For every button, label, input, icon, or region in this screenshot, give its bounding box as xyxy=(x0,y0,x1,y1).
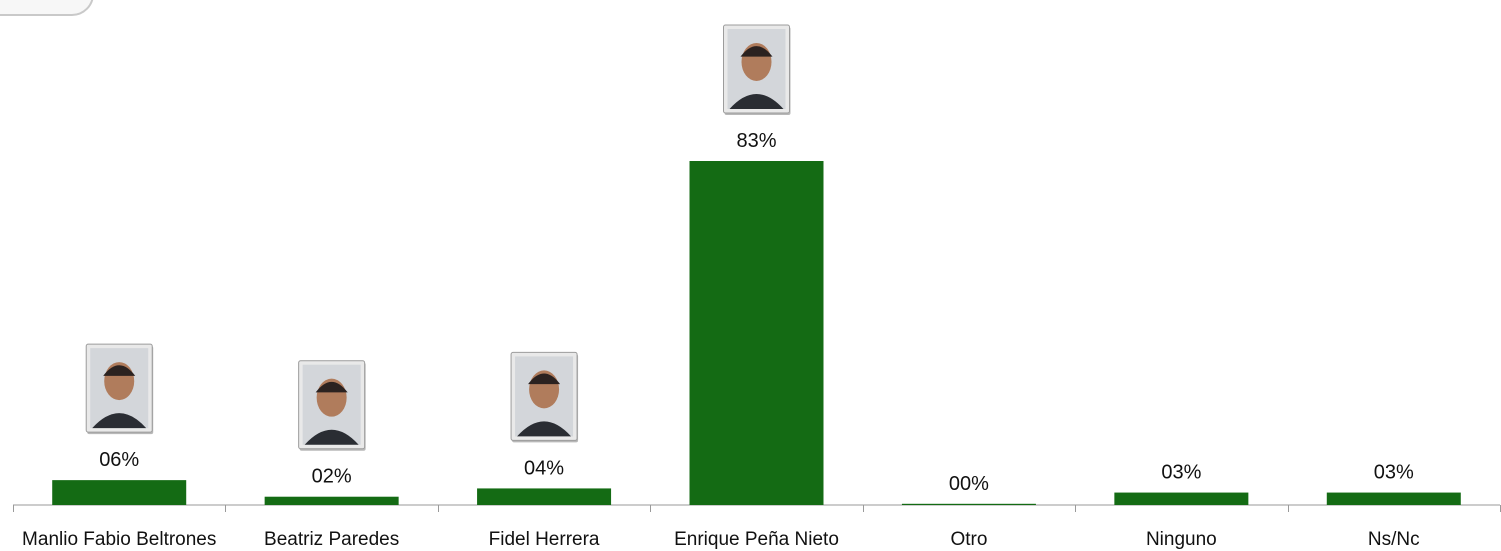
candidate-portrait xyxy=(723,24,791,115)
bar xyxy=(477,488,612,505)
bar xyxy=(901,503,1036,505)
x-tick-label: Fidel Herrera xyxy=(489,529,600,550)
data-label: 04% xyxy=(524,457,564,479)
data-label: 83% xyxy=(736,130,776,152)
x-tick-label: Enrique Peña Nieto xyxy=(674,529,839,550)
person-shoulders xyxy=(304,429,359,445)
person-hair xyxy=(103,365,136,376)
x-tick-label: Ninguno xyxy=(1146,529,1217,550)
person-hair xyxy=(528,373,561,385)
x-tick-label: Beatriz Paredes xyxy=(264,529,399,550)
data-label: 06% xyxy=(99,449,139,471)
x-tick-label: Ns/Nc xyxy=(1368,529,1420,550)
person-shoulders xyxy=(92,413,147,429)
person-hair xyxy=(315,381,348,393)
x-tick-label: Manlio Fabio Beltrones xyxy=(22,529,216,550)
data-label: 03% xyxy=(1161,462,1201,484)
bar xyxy=(52,480,187,505)
bar xyxy=(264,496,399,505)
data-label: 02% xyxy=(312,466,352,488)
person-shoulders xyxy=(517,421,572,437)
bar xyxy=(1326,492,1461,505)
person-shoulders xyxy=(729,94,784,109)
candidate-portrait xyxy=(85,343,154,435)
candidate-portrait xyxy=(510,351,579,443)
data-label: 03% xyxy=(1374,462,1414,484)
bar xyxy=(689,161,824,505)
bar xyxy=(1114,492,1249,505)
x-tick-label: Otro xyxy=(950,529,987,550)
data-label: 00% xyxy=(949,473,989,495)
person-hair xyxy=(740,46,773,57)
candidate-portrait xyxy=(298,360,366,451)
